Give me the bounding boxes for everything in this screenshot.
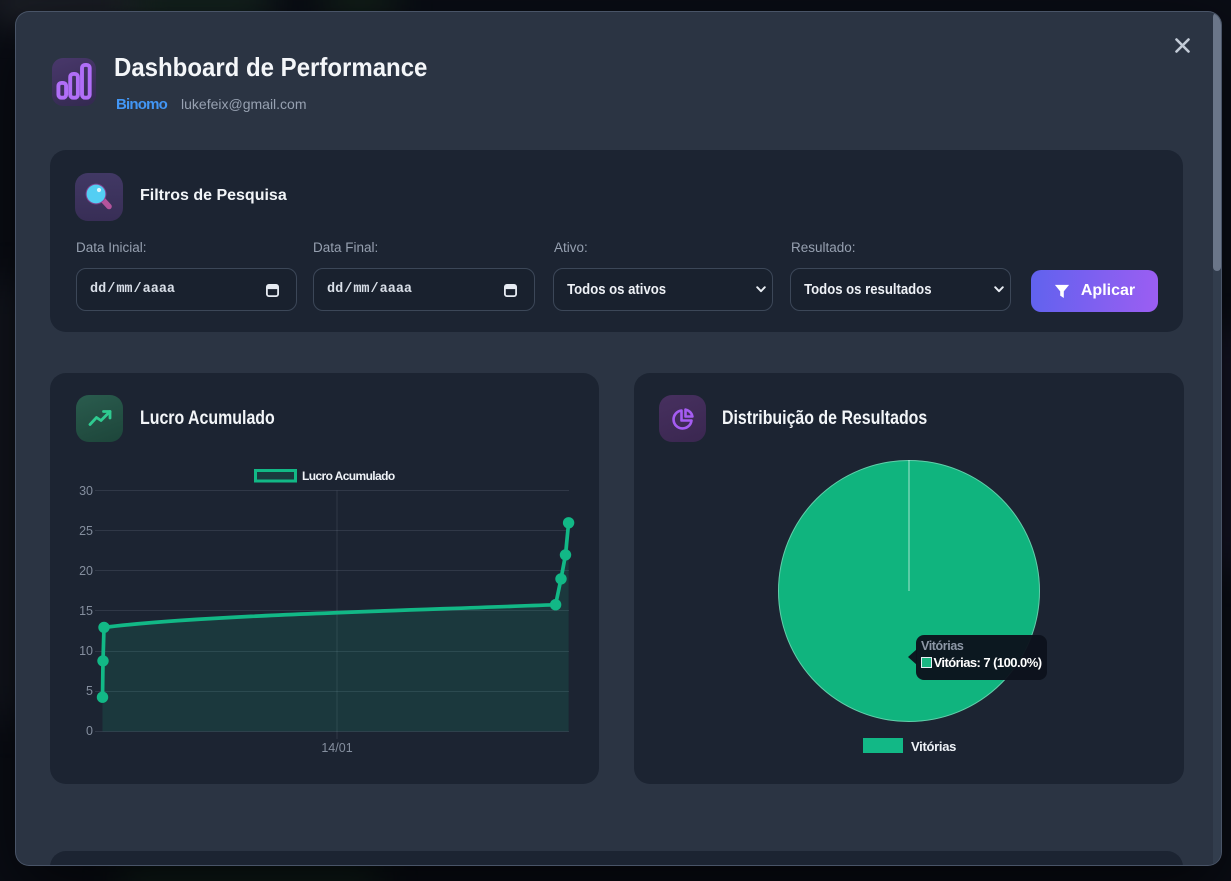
svg-text:15: 15 — [79, 604, 93, 618]
svg-text:30: 30 — [79, 484, 93, 498]
svg-text:5: 5 — [86, 684, 93, 698]
svg-text:10: 10 — [79, 644, 93, 658]
svg-text:20: 20 — [79, 564, 93, 578]
svg-text:25: 25 — [79, 524, 93, 538]
svg-text:0: 0 — [86, 724, 93, 738]
svg-text:Lucro Acumulado: Lucro Acumulado — [302, 469, 395, 483]
svg-text:Vitórias: Vitórias — [911, 739, 956, 754]
svg-text:14/01: 14/01 — [321, 741, 352, 755]
